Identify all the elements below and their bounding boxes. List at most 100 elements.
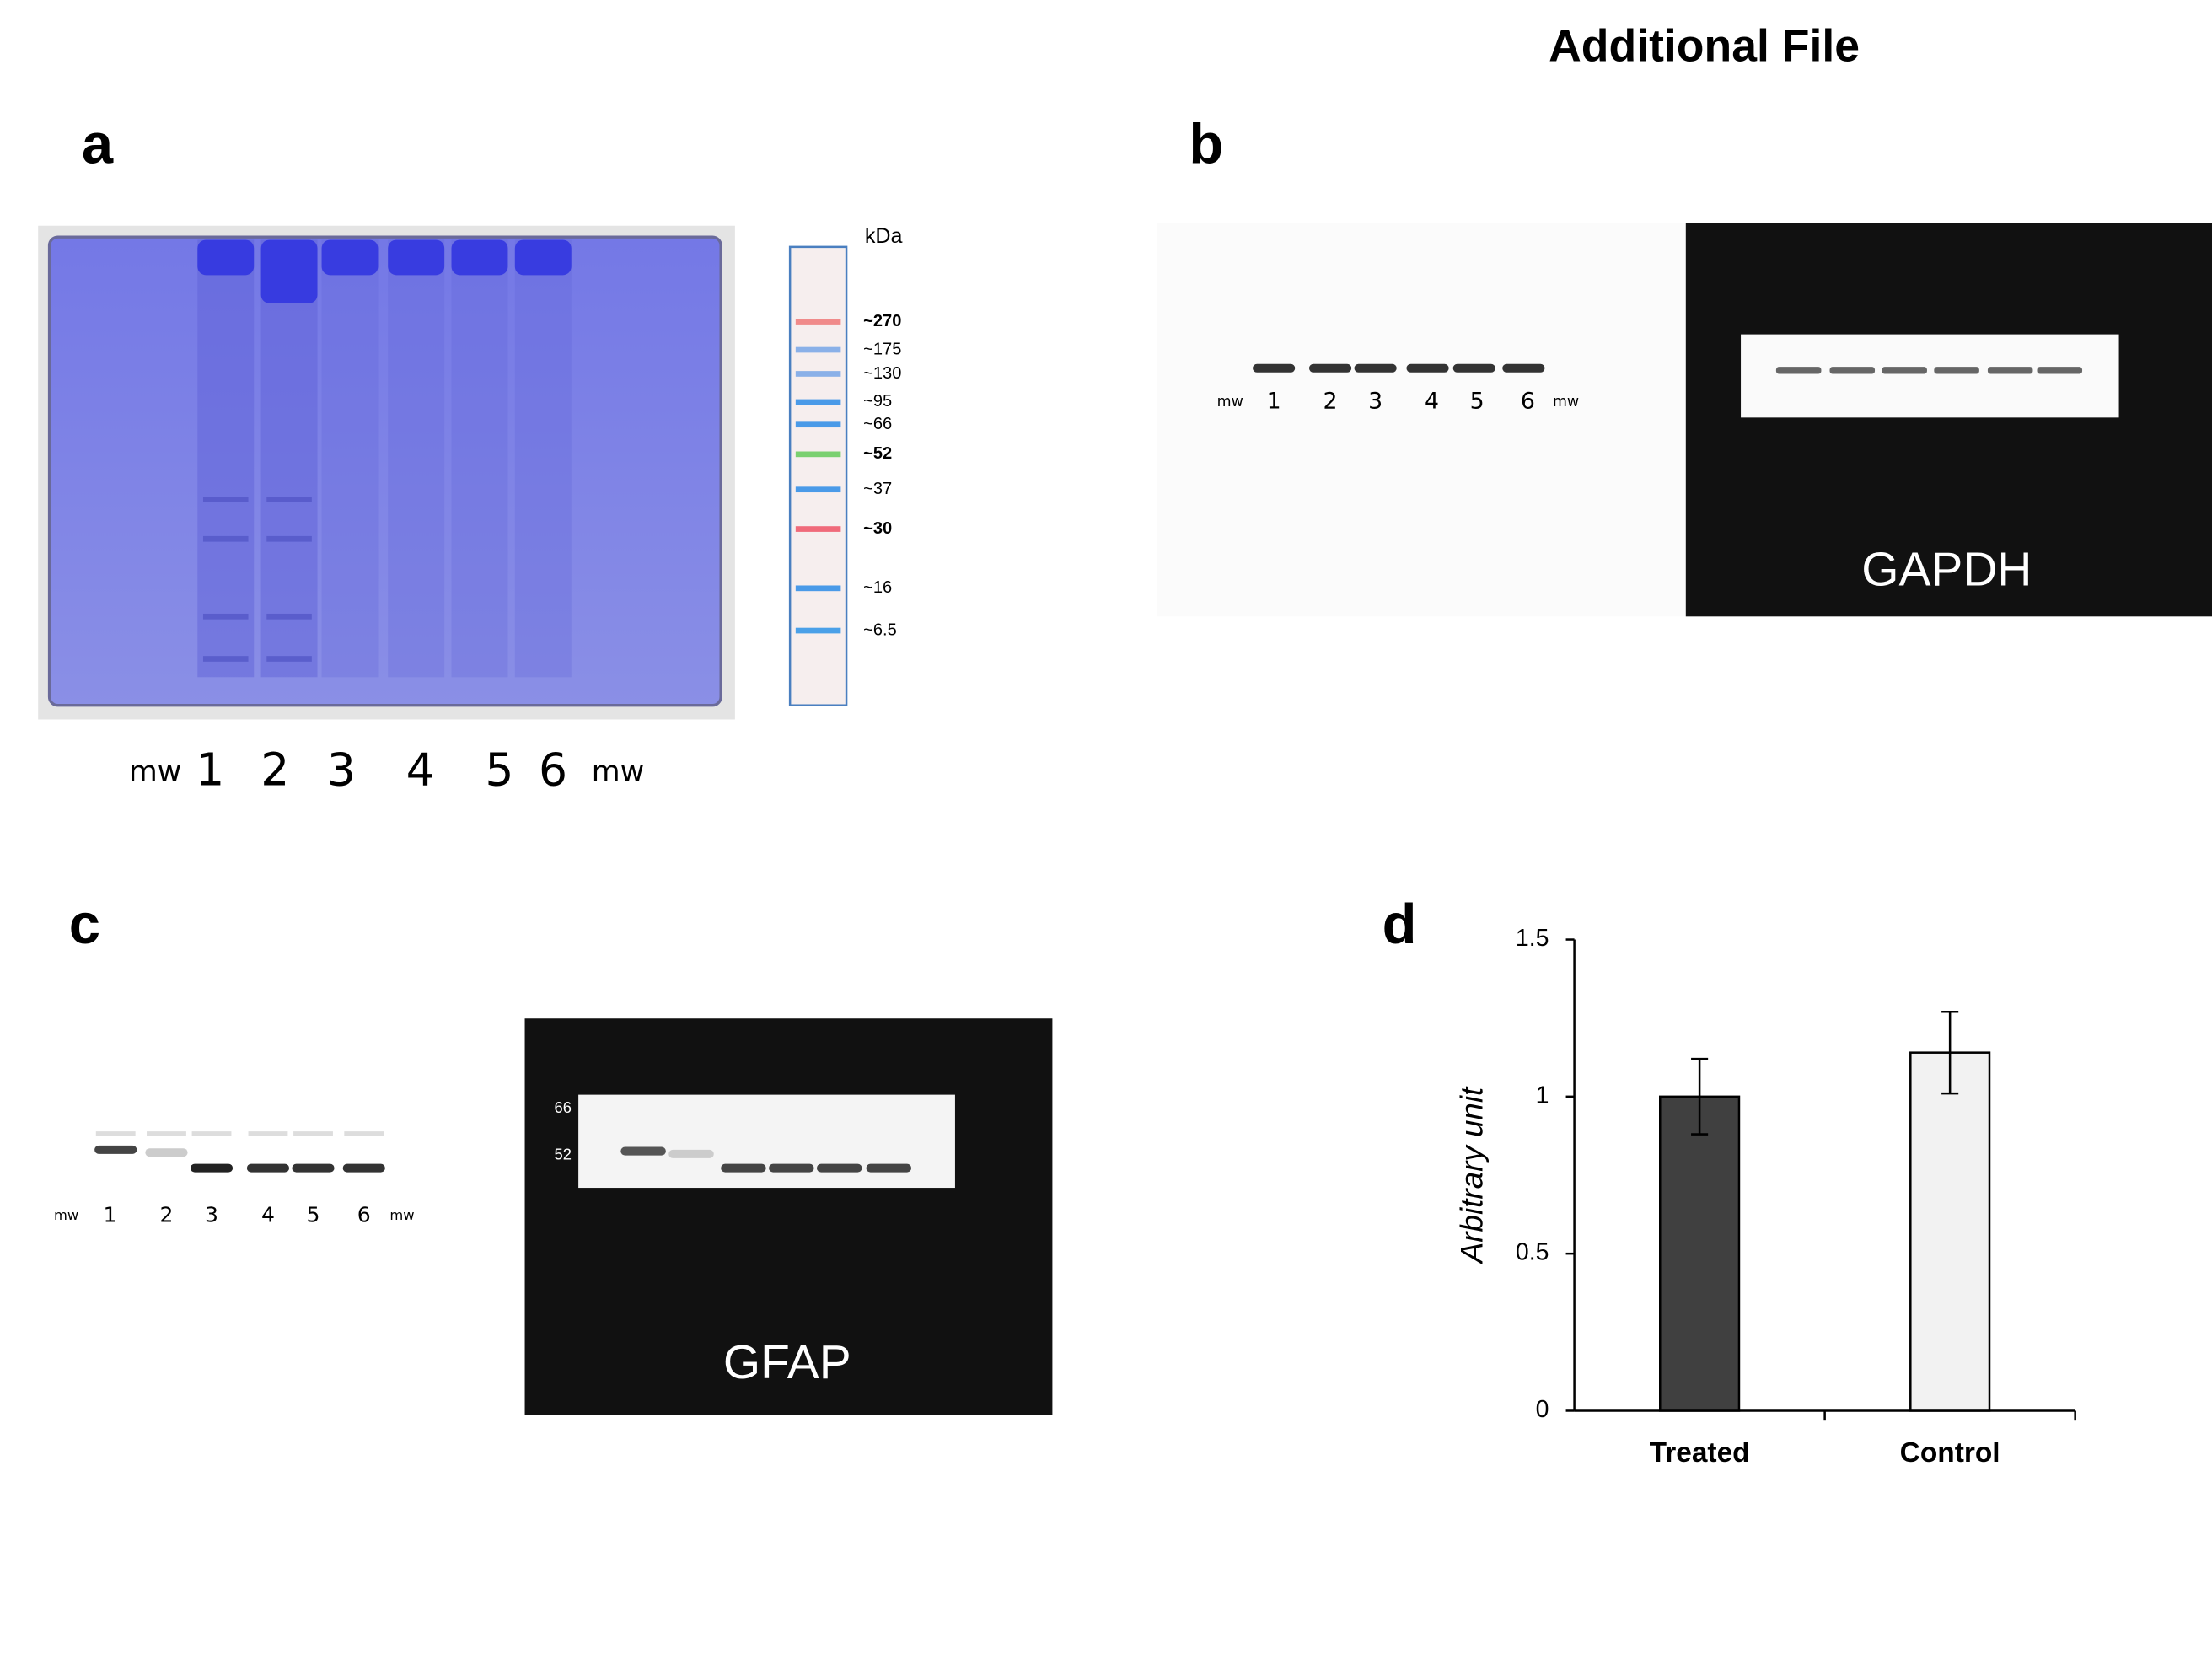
blot-band [1987, 367, 2033, 374]
blot-dark [1685, 223, 2212, 617]
blot-band [721, 1163, 766, 1173]
y-tick-label: 0 [1536, 1396, 1549, 1423]
gel-band [266, 535, 312, 542]
gel-well-band [451, 239, 508, 276]
stain-label: GFAP [723, 1335, 851, 1389]
y-tick-label: 1.5 [1516, 925, 1549, 952]
blot-band [342, 1163, 385, 1173]
ladder-label: ~37 [863, 480, 892, 498]
gel-well-band [197, 239, 255, 276]
bar-chart: 0 0.5 1 1.5 Arbitrary unit Treated Control [1454, 925, 2076, 1468]
bar [1909, 1051, 1991, 1412]
lane-label: 1 [1267, 388, 1281, 414]
ladder-label: ~16 [863, 578, 892, 597]
blot-band [1934, 367, 1979, 374]
blot-band [145, 1148, 188, 1157]
ladder-band [795, 526, 841, 532]
ladder-band [795, 627, 841, 634]
gel-lane [451, 239, 508, 678]
lane-label: 5 [1470, 388, 1485, 414]
ladder-label: ~130 [863, 364, 901, 383]
blot-band [1354, 363, 1397, 373]
ladder: ~270 ~175 ~130 ~95 ~66 ~52 ~37 ~30 ~16 ~6.5 [795, 312, 901, 639]
lane-label: mw [592, 755, 644, 789]
blot-dark [524, 1018, 1053, 1415]
gel-well-band [388, 239, 445, 276]
blot-band [95, 1131, 136, 1136]
gel-band [266, 613, 312, 620]
lane-label: 1 [196, 744, 224, 797]
ladder-band [795, 371, 841, 377]
blot-band [1502, 363, 1545, 373]
lane-label: 6 [539, 744, 567, 797]
gel-lanes [197, 239, 572, 678]
gel-well-band [514, 239, 572, 276]
lane-label: 2 [159, 1203, 173, 1227]
gel-well-band [260, 239, 318, 303]
ladder-band [795, 399, 841, 405]
blot-band [292, 1163, 335, 1173]
ladder-band [795, 319, 841, 325]
gel-band [202, 656, 249, 662]
ladder-label: ~175 [863, 340, 901, 358]
ladder-band [795, 451, 841, 458]
ladder-label: ~6.5 [863, 620, 897, 639]
stain-label: GAPDH [1861, 542, 2032, 596]
blot-band [620, 1146, 666, 1156]
panel-label: c [69, 893, 100, 956]
blot-band [293, 1131, 333, 1136]
ladder-band [795, 421, 841, 428]
gel-well-band [321, 239, 379, 276]
lane-label: 2 [260, 744, 289, 797]
lane-label: mw [129, 755, 181, 789]
lane-label: mw [389, 1207, 414, 1223]
lane-label: mw [54, 1207, 78, 1223]
blot-band [816, 1163, 862, 1173]
lane-label: 4 [1425, 388, 1439, 414]
blot-band [1452, 363, 1495, 373]
ladder-band [795, 486, 841, 493]
blot-band [147, 1131, 186, 1136]
blot-band [2037, 367, 2083, 374]
panel-label: b [1189, 112, 1223, 175]
y-tick-label: 0.5 [1516, 1239, 1549, 1266]
gel-lane [260, 239, 318, 678]
blot-light [1157, 223, 1686, 617]
lane-label: 3 [205, 1203, 218, 1227]
gel-band [202, 497, 249, 502]
blot-band [1253, 363, 1296, 373]
blot-band [1406, 363, 1449, 373]
lane-label: 2 [1323, 388, 1338, 414]
blot-bands [1253, 363, 2083, 374]
ladder-band [795, 346, 841, 353]
blot-band [248, 1131, 288, 1136]
blot-band [1882, 367, 1927, 374]
ladder-label: ~95 [863, 392, 892, 411]
blot-band [190, 1163, 234, 1173]
y-axis-label: Arbitrary unit [1454, 1086, 1489, 1264]
lane-label: 5 [307, 1203, 320, 1227]
ladder-band [795, 585, 841, 592]
blot-band [769, 1163, 814, 1173]
gel-lane [197, 239, 255, 678]
lane-label: 3 [1368, 388, 1382, 414]
lane-label: 6 [1521, 388, 1535, 414]
blot-bands [94, 1131, 912, 1173]
blot-band [191, 1131, 232, 1136]
lane-label: 4 [261, 1203, 275, 1227]
gel-band [266, 656, 312, 662]
lane-label: mw [1217, 394, 1243, 411]
ladder-label: ~30 [863, 519, 892, 538]
blot-band [1775, 367, 1822, 374]
gel-band [266, 497, 312, 502]
bar [1659, 1095, 1741, 1412]
gel-lane [514, 239, 572, 678]
coomassie-gel [47, 235, 722, 707]
marker-label: 66 [554, 1098, 571, 1116]
lane-label: mw [1553, 394, 1579, 411]
ladder-label: ~270 [863, 312, 901, 330]
x-tick-label: Treated [1650, 1437, 1750, 1468]
figure-title: Additional File [1549, 22, 1860, 72]
lane-label: 1 [104, 1203, 117, 1227]
